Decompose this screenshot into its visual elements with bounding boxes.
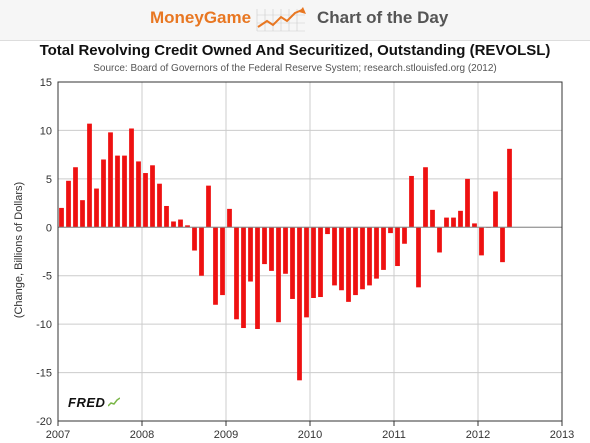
y-tick-label: 15 [40,77,52,89]
bar [122,155,127,228]
bar [283,227,288,274]
bar [374,227,379,279]
bar [465,178,470,228]
bar [115,155,120,228]
bar [269,227,274,271]
bar [339,227,344,291]
bar [423,167,428,228]
bar [255,227,260,329]
bar [479,227,484,256]
rising-trend-arrow-icon [256,7,306,32]
x-tick-label: 2012 [466,429,490,441]
bar [409,175,414,228]
x-tick-label: 2008 [130,429,154,441]
bar [241,227,246,329]
bar [353,227,358,296]
bar [199,227,204,276]
bar [234,227,239,320]
bar [493,191,498,228]
y-tick-label: -10 [36,319,52,331]
bar [66,180,71,228]
bar [178,219,183,228]
bar [318,227,323,298]
y-tick-label: 0 [46,222,52,234]
bar [276,227,281,323]
brand-name: MoneyGame [150,8,252,27]
bar [458,210,463,228]
bar [388,227,393,234]
bar [87,123,92,228]
bar [220,227,225,296]
bar [59,207,64,228]
bar [346,227,351,302]
bar [192,227,197,251]
banner: MoneyGame Chart of the Day [0,0,590,41]
chart-title: Total Revolving Credit Owned And Securit… [39,42,551,59]
bar [444,217,449,228]
x-tick-label: 2010 [298,429,322,441]
bar [332,227,337,286]
bar [73,167,78,228]
bar [311,227,316,298]
bar [416,227,421,288]
plot-frame [57,81,563,422]
x-tick-label: 2011 [382,429,406,441]
bar [507,148,512,228]
bar [402,227,407,244]
y-tick-label: 10 [40,125,52,137]
y-tick-label: -20 [36,416,52,428]
chart-of-the-day-label: Chart of the Day [317,8,449,27]
bar [129,128,134,228]
chart-source: Source: Board of Governors of the Federa… [93,63,497,74]
bar [227,208,232,228]
bar [157,183,162,228]
bars [59,123,512,381]
bar [248,227,253,282]
bar [325,227,330,235]
bar [185,225,190,228]
bar [290,227,295,299]
bar [472,223,477,228]
x-tick-label: 2009 [214,429,238,441]
bar [395,227,400,267]
bar [164,205,169,228]
bar [94,188,99,228]
bar [360,227,365,290]
bar [213,227,218,305]
bar [171,221,176,228]
bar [437,227,442,253]
bar [143,173,148,228]
bar [304,227,309,318]
y-axis-label: (Change, Billions of Dollars) [13,182,25,318]
bar [136,161,141,228]
y-tick-label: -15 [36,368,52,380]
bar [262,227,267,265]
bar [430,209,435,228]
bar [297,227,302,381]
bar [80,200,85,228]
y-tick-label: -5 [42,271,52,283]
bar [500,227,505,263]
bar [206,185,211,228]
bar [150,165,155,228]
fred-chart-icon [108,397,120,407]
y-tick-label: 5 [46,174,52,186]
bar [101,159,106,228]
fred-logo: FRED [68,395,106,410]
bar [451,217,456,228]
bar [108,132,113,228]
x-tick-label: 2013 [550,429,574,441]
bar [381,227,386,270]
bar [367,227,372,286]
x-tick-label: 2007 [46,429,70,441]
